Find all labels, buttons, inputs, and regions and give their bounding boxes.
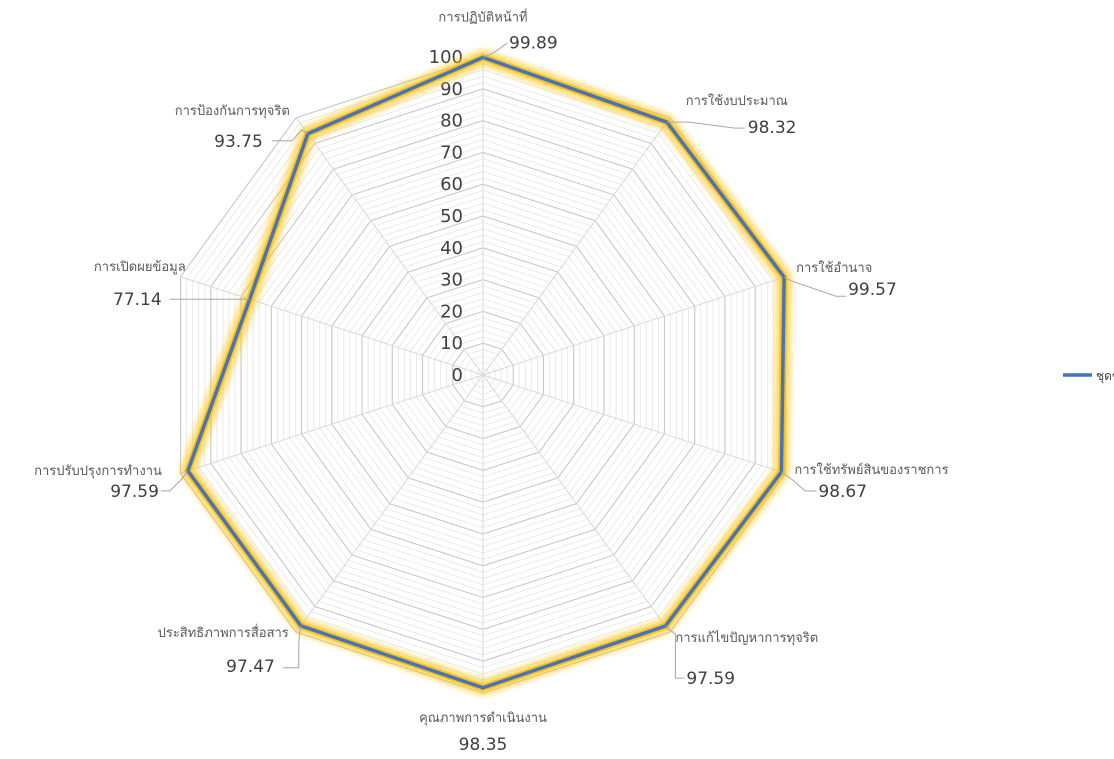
data-value-label: 97.59 — [110, 482, 159, 502]
category-label: การใช้อำนาจ — [796, 260, 872, 276]
category-label: การเปิดผยข้อมูล — [94, 260, 186, 275]
data-value-label: 98.67 — [818, 482, 867, 502]
data-value-label: 99.89 — [509, 33, 558, 53]
r-axis-tick-label: 70 — [440, 142, 463, 163]
leader-line — [784, 277, 846, 296]
r-axis-tick-label: 0 — [452, 365, 463, 386]
r-axis-tick-label: 30 — [440, 270, 463, 291]
category-label: การใช้งบประมาณ — [686, 93, 788, 109]
r-axis-tick-label: 50 — [440, 206, 463, 227]
legend: ชุดข้อมูล 1 — [1063, 369, 1114, 384]
category-label: การใช้ทรัพย์สินของราชการ — [794, 462, 948, 478]
category-label: การปรับปรุงการทำงาน — [34, 464, 162, 479]
category-label: การปฏิบัติหน้าที่ — [438, 8, 527, 25]
category-label: การป้องกันการทุจริต — [175, 104, 290, 119]
r-axis-tick-label: 60 — [440, 174, 463, 195]
r-axis-tick-label: 10 — [440, 333, 463, 354]
data-value-label: 93.75 — [214, 132, 263, 152]
r-axis-tick-label: 20 — [440, 301, 463, 322]
data-value-label: 98.35 — [459, 735, 508, 755]
r-axis-tick-label: 80 — [440, 111, 463, 132]
data-value-label: 77.14 — [113, 290, 162, 310]
r-axis-tick-label: 40 — [440, 238, 463, 259]
data-value-label: 98.32 — [748, 118, 797, 138]
legend-series-label: ชุดข้อมูล 1 — [1096, 369, 1114, 384]
data-value-label: 97.59 — [686, 669, 735, 689]
data-value-label: 97.47 — [226, 657, 275, 677]
grid-spoke — [483, 375, 670, 632]
category-label: คุณภาพการดำเนินงาน — [419, 711, 547, 726]
category-and-value-labels: การปฏิบัติหน้าที่ 99.89 การใช้งบประมาณ 98.3… — [34, 8, 948, 755]
category-label: ประสิทธิภาพการสื่อสาร — [158, 624, 289, 641]
category-label: การแก้ไขปัญหาการทุจริต — [675, 630, 818, 646]
grid-spoke — [483, 118, 670, 375]
grid-spoke — [296, 375, 483, 632]
data-value-label: 99.57 — [848, 280, 897, 300]
